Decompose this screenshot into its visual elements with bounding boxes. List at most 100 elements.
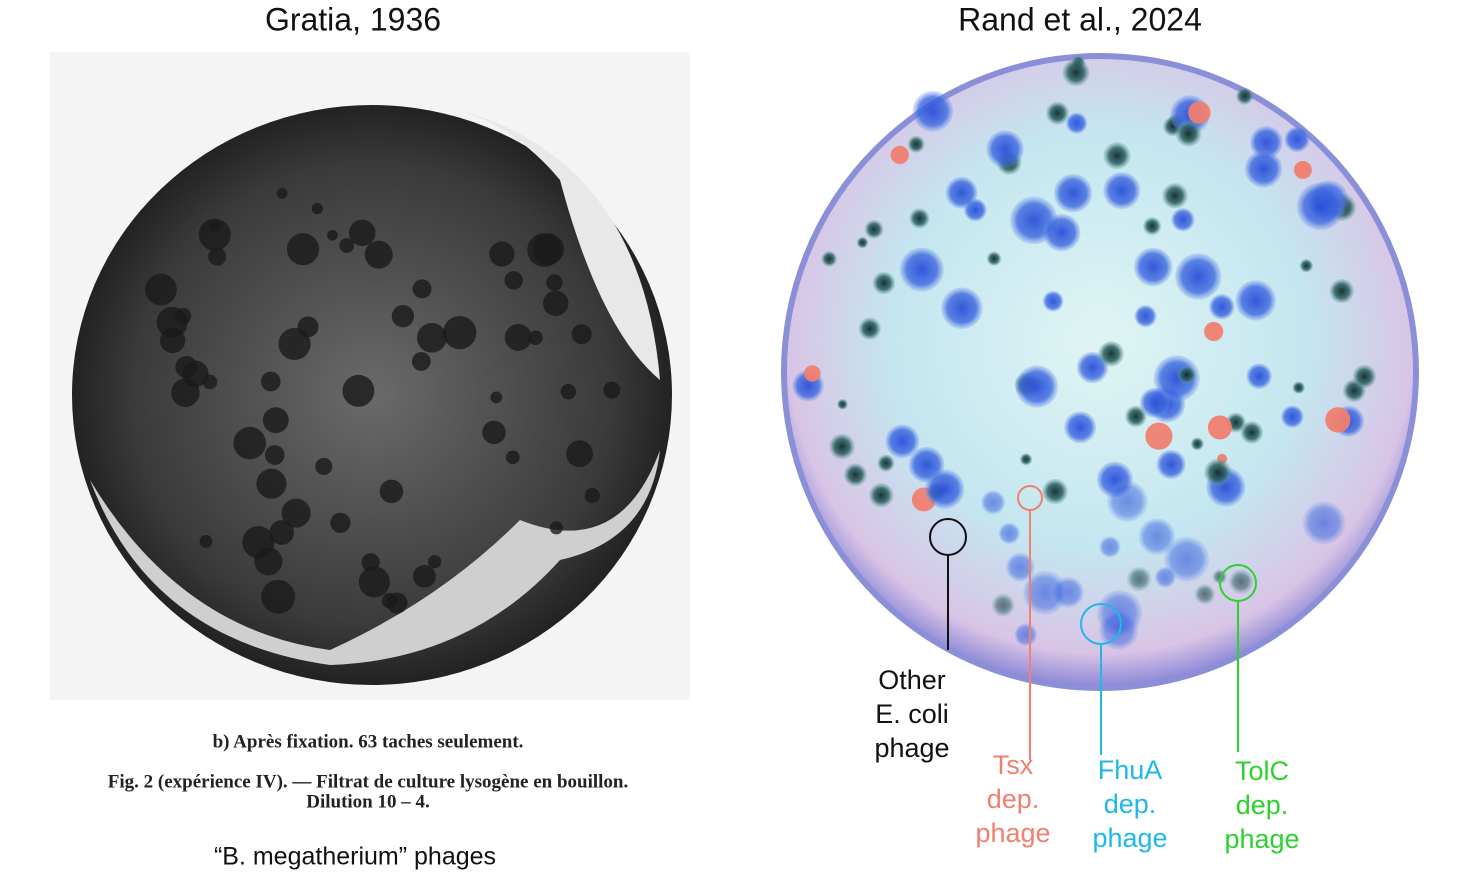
plaque: [560, 383, 577, 400]
plaque: [1142, 217, 1162, 236]
panel-subtitle: “B. megatherium” phages: [214, 843, 496, 871]
plaque: [941, 287, 983, 330]
plaque: [1281, 405, 1304, 428]
plaque: [843, 463, 867, 487]
plaque: [1188, 101, 1211, 124]
plaque: [482, 420, 506, 445]
plaque: [998, 522, 1021, 545]
plaque: [1175, 253, 1222, 300]
annotation-label: dep.: [1236, 790, 1289, 820]
annotation-label: phage: [1224, 824, 1299, 854]
plaque: [1103, 142, 1131, 170]
plaque: [1162, 182, 1188, 209]
plaque: [260, 371, 281, 392]
plaque: [505, 450, 520, 465]
plaque: [171, 378, 200, 407]
plaque: [411, 352, 431, 371]
plaque: [1207, 415, 1232, 440]
plaque: [1236, 87, 1254, 105]
plaque: [837, 398, 848, 410]
plaque: [1299, 258, 1314, 273]
plaque: [175, 355, 198, 379]
plaque: [342, 374, 375, 407]
plaque: [1249, 125, 1283, 159]
plaque: [945, 176, 978, 209]
plaque: [1240, 421, 1264, 444]
plaque: [1177, 365, 1196, 385]
plaque: [339, 238, 355, 253]
plaque: [1325, 407, 1351, 433]
annotation-label: FhuA: [1098, 755, 1163, 785]
panel-title: Gratia, 1936: [265, 1, 441, 37]
plaque: [1246, 363, 1272, 390]
plaque: [379, 479, 404, 504]
plaque: [1019, 453, 1033, 466]
plaque: [856, 236, 869, 249]
plaque: [1284, 126, 1310, 153]
plaque: [1014, 623, 1038, 647]
dish-edge: [90, 450, 660, 665]
annotation-label: TolC: [1235, 756, 1289, 786]
plaque: [311, 202, 324, 215]
annotation-label: Tsx: [993, 750, 1034, 780]
plaque: [1065, 112, 1088, 134]
plaque: [1194, 584, 1216, 605]
plaque: [872, 271, 896, 295]
plaque: [1208, 293, 1235, 320]
plaque: [1125, 405, 1147, 428]
plaque: [1042, 290, 1064, 312]
plaque: [364, 240, 393, 269]
plaque: [327, 229, 338, 241]
plaque: [349, 219, 376, 247]
plaque: [890, 145, 909, 165]
plaque: [986, 251, 1002, 266]
plaque: [1171, 207, 1195, 232]
plaque: [1106, 480, 1149, 523]
plaque: [278, 327, 311, 361]
plaque: [924, 469, 965, 509]
plaque: [276, 187, 288, 199]
plaque: [1133, 247, 1173, 287]
plaque: [1292, 381, 1305, 394]
plaque: [1302, 501, 1346, 545]
plaque: [1098, 340, 1124, 367]
plaque: [829, 433, 855, 460]
plaque: [233, 426, 266, 460]
plaque: [412, 279, 432, 299]
annotation-label: phage: [975, 818, 1050, 848]
plaque: [1204, 458, 1232, 486]
plaque: [1204, 321, 1224, 342]
plaque: [1053, 173, 1093, 213]
plaque: [1175, 121, 1202, 147]
plaque: [1156, 449, 1186, 480]
plaque: [1005, 552, 1035, 582]
plaque: [198, 218, 231, 251]
plaque: [527, 233, 562, 267]
plaque: [980, 490, 1006, 515]
plaque: [1042, 478, 1068, 505]
plaque: [571, 324, 592, 345]
plaque: [907, 135, 925, 153]
caption-line: Dilution 10 – 4.: [306, 791, 430, 812]
plaque: [1293, 161, 1312, 179]
plaque: [264, 445, 285, 465]
plaques: [792, 55, 1377, 650]
plaque: [584, 487, 600, 504]
plaque: [603, 381, 621, 399]
plaque: [1329, 278, 1355, 304]
plaque: [242, 526, 275, 559]
plaque: [1126, 566, 1152, 592]
plaque: [864, 219, 884, 239]
plaque: [1134, 304, 1157, 328]
plaque: [1244, 150, 1283, 188]
plaque: [991, 593, 1015, 617]
plaque: [1352, 364, 1377, 389]
plaque: [1139, 387, 1170, 418]
plaque: [1023, 570, 1068, 615]
plaque: [1190, 437, 1204, 451]
annotation-label: Other: [878, 665, 946, 695]
plaque: [1098, 610, 1139, 650]
plaque: [1235, 280, 1276, 321]
